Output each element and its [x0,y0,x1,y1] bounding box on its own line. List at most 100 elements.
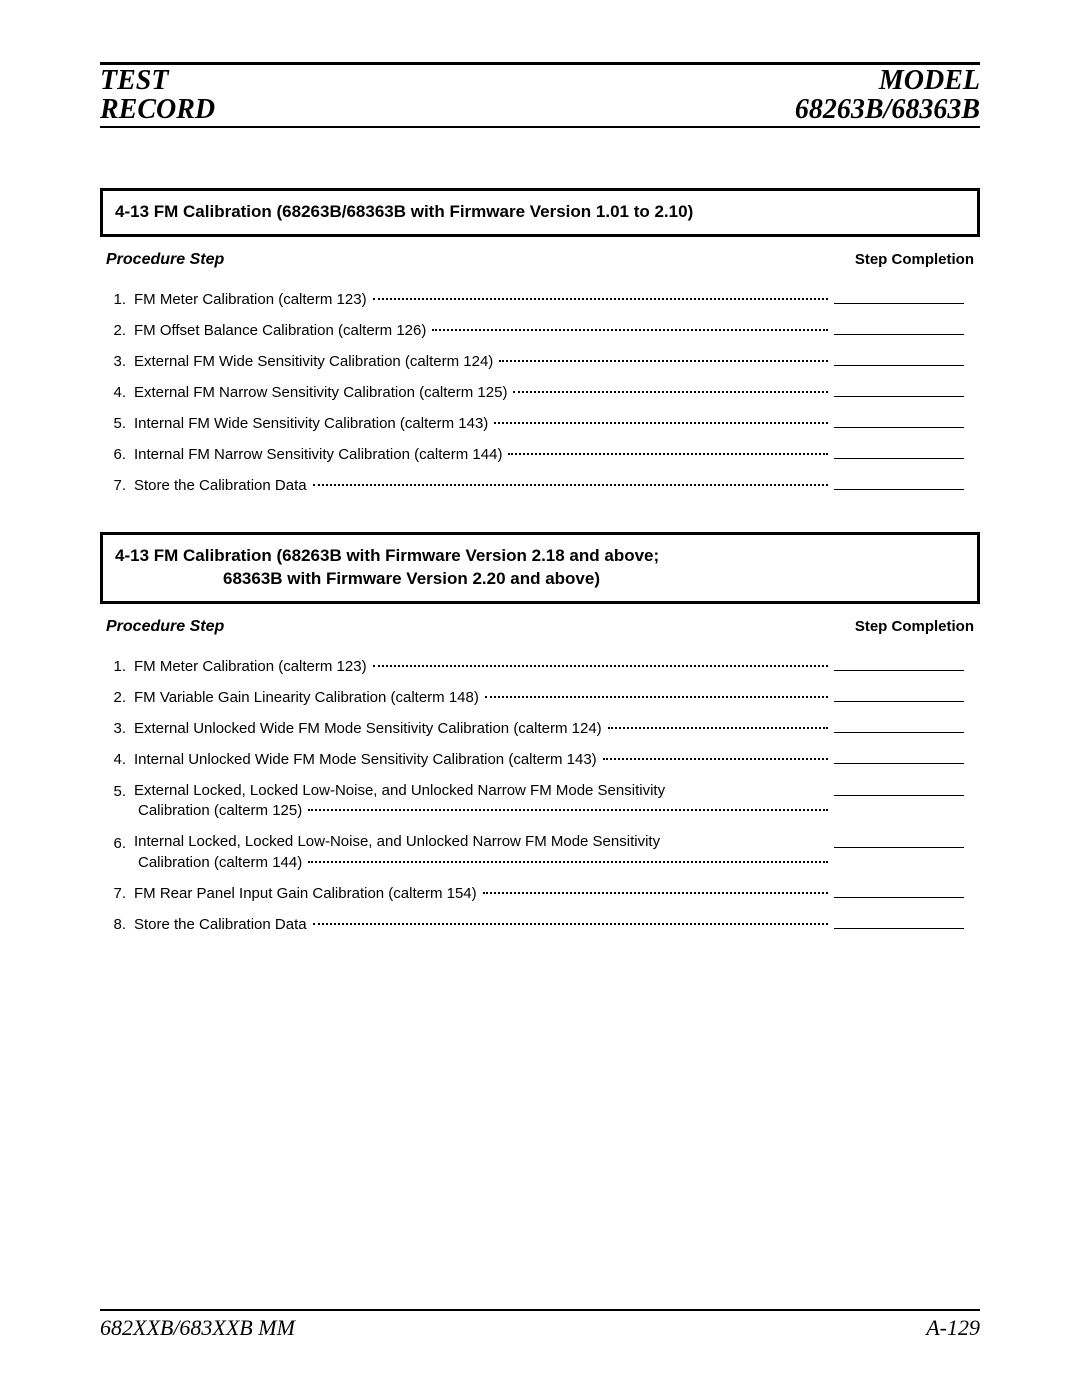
step-text: FM Variable Gain Linearity Calibration (… [130,689,479,706]
leader-dots [483,892,828,894]
leader-dots [603,758,828,760]
completion-blank [834,489,964,490]
step-number: 3. [106,720,130,737]
step-row: 4.Internal Unlocked Wide FM Mode Sensiti… [106,751,974,768]
header-left-line1: TEST [100,66,215,95]
leader-dots [373,665,828,667]
completion-blank [834,427,964,428]
completion-blank [834,670,964,671]
leader-dots [308,809,828,811]
step-row: 6.Internal Locked, Locked Low-Noise, and… [106,833,974,852]
column-headers-2: Procedure Step Step Completion [100,618,980,644]
step-number: 2. [106,322,130,339]
steps-list-2: 1.FM Meter Calibration (calterm 123)2.FM… [100,658,980,972]
leader-dots [494,422,828,424]
leader-dots [313,484,828,486]
completion-blank [834,928,964,929]
step-text: Internal FM Wide Sensitivity Calibration… [130,415,488,432]
column-headers-1: Procedure Step Step Completion [100,251,980,277]
step-text: Store the Calibration Data [130,916,307,933]
step-number: 4. [106,751,130,768]
step-number: 6. [106,835,130,852]
completion-blank [834,365,964,366]
step-row: 3.External FM Wide Sensitivity Calibrati… [106,353,974,370]
header-right: MODEL 68263B/68363B [795,66,980,125]
step-text: FM Meter Calibration (calterm 123) [130,658,367,675]
page-header: TEST RECORD MODEL 68263B/68363B [100,62,980,128]
procedure-step-header: Procedure Step [106,618,224,636]
section-title-1: 4-13 FM Calibration (68263B/68363B with … [100,188,980,237]
step-row: 5.Internal FM Wide Sensitivity Calibrati… [106,415,974,432]
step-text: Internal FM Narrow Sensitivity Calibrati… [130,446,502,463]
step-number: 7. [106,477,130,494]
leader-dots [485,696,828,698]
completion-blank [834,763,964,764]
step-completion-header: Step Completion [855,618,974,636]
header-left-line2: RECORD [100,95,215,124]
leader-dots [432,329,828,331]
step-row: 2.FM Variable Gain Linearity Calibration… [106,689,974,706]
step-number: 4. [106,384,130,401]
leader-dots [313,923,828,925]
header-left: TEST RECORD [100,66,215,125]
leader-dots [608,727,828,729]
step-row-continuation: Calibration (calterm 144) [106,854,974,871]
step-row: 7.Store the Calibration Data [106,477,974,494]
step-text: Store the Calibration Data [130,477,307,494]
step-number: 1. [106,658,130,675]
step-text-cont: Calibration (calterm 144) [134,854,302,871]
leader-dots [508,453,828,455]
footer-left: 682XXB/683XXB MM [100,1315,295,1341]
step-row: 5.External Locked, Locked Low-Noise, and… [106,782,974,801]
completion-blank [834,847,964,848]
step-row: 3.External Unlocked Wide FM Mode Sensiti… [106,720,974,737]
step-text: External Locked, Locked Low-Noise, and U… [130,782,665,801]
step-text: Internal Unlocked Wide FM Mode Sensitivi… [130,751,597,768]
step-text: Internal Locked, Locked Low-Noise, and U… [130,833,660,852]
completion-blank [834,303,964,304]
completion-blank [834,795,964,796]
step-number: 3. [106,353,130,370]
step-completion-header: Step Completion [855,251,974,269]
step-row: 8.Store the Calibration Data [106,916,974,933]
step-text-cont: Calibration (calterm 125) [134,802,302,819]
header-right-line2: 68263B/68363B [795,95,980,124]
completion-blank [834,732,964,733]
step-row: 4.External FM Narrow Sensitivity Calibra… [106,384,974,401]
step-text: External Unlocked Wide FM Mode Sensitivi… [130,720,602,737]
step-text: FM Meter Calibration (calterm 123) [130,291,367,308]
completion-blank [834,334,964,335]
content: 4-13 FM Calibration (68263B/68363B with … [100,128,980,971]
section-title-1-line1: 4-13 FM Calibration (68263B/68363B with … [115,202,693,221]
step-number: 6. [106,446,130,463]
header-right-line1: MODEL [795,66,980,95]
step-number: 5. [106,415,130,432]
step-text: FM Rear Panel Input Gain Calibration (ca… [130,885,477,902]
procedure-step-header: Procedure Step [106,251,224,269]
leader-dots [308,861,828,863]
step-text: External FM Wide Sensitivity Calibration… [130,353,493,370]
step-row-continuation: Calibration (calterm 125) [106,802,974,819]
step-row: 6.Internal FM Narrow Sensitivity Calibra… [106,446,974,463]
section-title-2-line1: 4-13 FM Calibration (68263B with Firmwar… [115,546,659,565]
step-text: External FM Narrow Sensitivity Calibrati… [130,384,507,401]
leader-dots [373,298,828,300]
step-number: 1. [106,291,130,308]
step-row: 1.FM Meter Calibration (calterm 123) [106,291,974,308]
completion-blank [834,458,964,459]
footer-right: A-129 [926,1315,980,1341]
leader-dots [499,360,828,362]
step-row: 7.FM Rear Panel Input Gain Calibration (… [106,885,974,902]
steps-list-1: 1.FM Meter Calibration (calterm 123)2.FM… [100,291,980,532]
step-text: FM Offset Balance Calibration (calterm 1… [130,322,426,339]
step-number: 7. [106,885,130,902]
completion-blank [834,396,964,397]
completion-blank [834,897,964,898]
step-number: 8. [106,916,130,933]
step-number: 2. [106,689,130,706]
step-row: 2.FM Offset Balance Calibration (calterm… [106,322,974,339]
page-footer: 682XXB/683XXB MM A-129 [100,1309,980,1341]
step-number: 5. [106,783,130,800]
completion-blank [834,701,964,702]
section-title-2: 4-13 FM Calibration (68263B with Firmwar… [100,532,980,604]
